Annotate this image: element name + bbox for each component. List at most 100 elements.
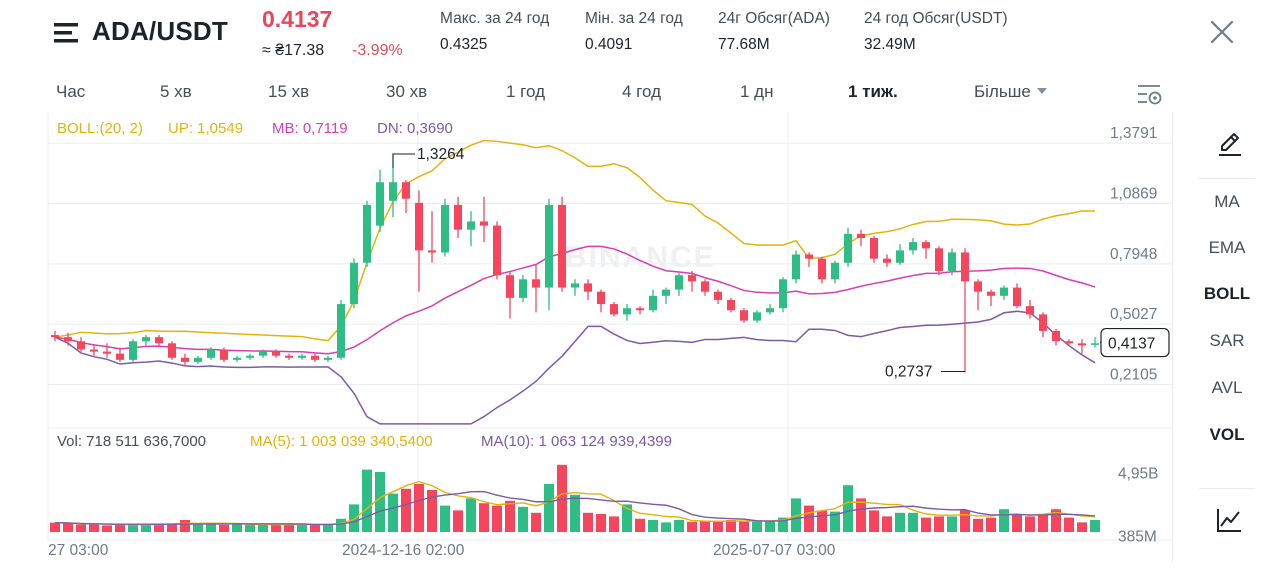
volume-bar [310,525,320,532]
stat-value: 0.4091 [585,36,633,53]
indicator-sar[interactable]: SAR [1209,331,1245,350]
volume-bar [635,518,645,532]
volume-bar [50,522,60,532]
candle [168,341,176,360]
close-icon[interactable] [1206,16,1238,48]
pair-title[interactable]: ADA/USDT [92,16,228,46]
volume-bar [336,518,346,532]
candle [194,355,202,364]
volume-bar [76,524,86,532]
volume-bar [63,523,73,532]
candle [428,211,436,263]
current-price-label: 0,4137 [1108,336,1155,353]
indicator-chart-icon[interactable] [1215,506,1243,534]
stat-label: 24 год Обсяг(USDT) [864,10,1008,27]
candle [935,246,943,276]
price-markers: 1,3264 0,2737 0,4137 [392,146,1170,380]
volume-bar [1051,509,1061,532]
tab-timeframe-1w[interactable]: 1 тиж. [848,82,898,101]
indicator-vol[interactable]: VOL [1209,425,1245,444]
candle [90,345,98,356]
volume-bar [895,512,905,532]
price-axis: 1,3791 1,0869 0,7948 0,5027 0,2105 4,95B 385M [1110,125,1159,545]
volume-bar [973,518,983,532]
divider [1199,488,1255,489]
volume-bar [570,494,580,532]
candle [376,169,384,232]
volume-bar [908,512,918,532]
volume-bar [661,522,671,532]
candle [285,353,293,360]
stat-label: Мін. за 24 год [585,10,683,27]
indicator-panel: MA EMA BOLL SAR AVL VOL [1172,112,1280,562]
fiat-price: ≈ ₴17.38 [262,42,325,59]
volume-bar [1038,514,1048,532]
x-axis-label: 2025-07-07 03:00 [713,542,836,559]
candle [506,271,514,319]
volume-bar [258,524,268,532]
candles [51,153,1099,373]
volume-bar [206,523,216,532]
volume-bar [375,472,385,532]
volume-bar [193,524,203,532]
menu-icon[interactable] [54,22,80,44]
tab-timeframe-1h[interactable]: 1 год [506,82,546,101]
volume-bar [440,505,450,532]
volume-ma-lines [54,480,1096,526]
volume-bar [583,512,593,532]
indicator-ma[interactable]: MA [1214,192,1240,211]
chart-settings-icon[interactable] [1136,82,1164,108]
candle [558,196,566,292]
stat-label: 24г Обсяг(ADA) [718,10,830,27]
candle [493,221,501,280]
indicator-avl[interactable]: AVL [1211,378,1243,397]
candle [1000,285,1008,300]
tab-timeframe-time[interactable]: Час [56,82,86,101]
candle [454,196,462,238]
indicator-ema[interactable]: EMA [1208,238,1246,257]
tab-timeframe-1d[interactable]: 1 дн [740,82,774,101]
tab-timeframe-30m[interactable]: 30 хв [386,82,428,101]
tab-timeframe-5m[interactable]: 5 хв [160,82,192,101]
tab-timeframe-4h[interactable]: 4 год [622,82,662,101]
volume-bar [596,514,606,532]
candle [779,277,787,313]
volume-bar [882,516,892,532]
candle [753,310,761,323]
volume-bar [271,524,281,532]
stat-volume-ada: 24г Обсяг(ADA) 77.68M [718,10,830,54]
candle [337,299,345,360]
volume-bar [284,524,294,532]
low-marker-label: 0,2737 [885,363,932,380]
boll-lower-line [54,310,1096,425]
volume-bar [947,516,957,532]
candle [1065,339,1073,346]
boll-bands [54,139,1096,425]
volume-bar [713,521,723,532]
current-price-tag [1100,327,1170,358]
volume-bar [505,500,515,532]
candle [597,289,605,313]
candle [103,343,111,358]
volume-bar [700,521,710,532]
indicator-boll[interactable]: BOLL [1203,284,1251,303]
candle [857,229,865,247]
volume-bar [921,517,931,532]
volume-bar [297,524,307,532]
candle [571,279,579,296]
volume-bar [492,505,502,532]
stat-low-24h: Мін. за 24 год 0.4091 [585,10,683,54]
stat-value: 32.49M [864,36,916,53]
candle [207,347,215,360]
tab-timeframe-15m[interactable]: 15 хв [268,82,310,101]
candle [298,353,306,360]
tab-timeframe-more[interactable]: Більше [974,82,1047,102]
candle [766,304,774,315]
volume-bar [1077,522,1087,532]
candle [974,279,982,311]
candle [116,347,124,362]
draw-tool-icon[interactable] [1216,130,1244,158]
candle [1026,299,1034,319]
volume-bar [1064,517,1074,532]
candlestick-chart[interactable]: BINANCE 1,37911,08690,79480,50270,21054,… [0,112,1172,562]
